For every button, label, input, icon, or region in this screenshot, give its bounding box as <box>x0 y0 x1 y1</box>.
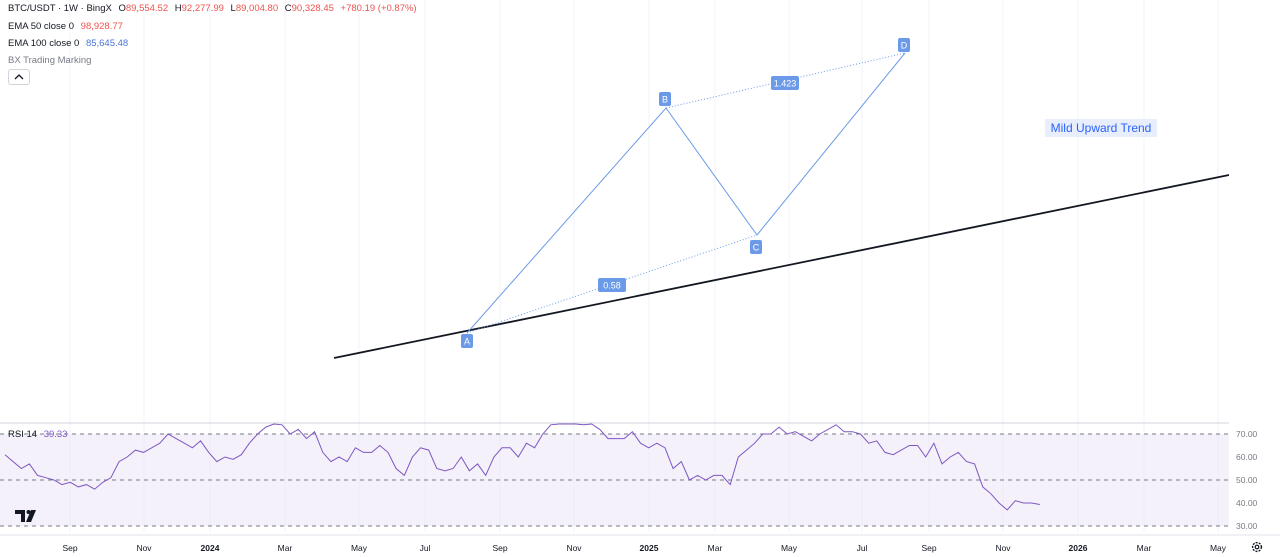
ema50-label: EMA 50 close 0 <box>8 21 75 32</box>
time-tick-label: Jul <box>420 543 431 553</box>
fibonacci-lines <box>466 52 906 334</box>
pivot-label: C <box>753 243 760 253</box>
indicator-label: BX Trading Marking <box>8 55 92 66</box>
pivot-marker <box>461 334 473 348</box>
ema100-value: 85,645.48 <box>85 38 129 49</box>
time-tick-label: 2026 <box>1069 543 1088 553</box>
ohlc-close: C90,328.45 <box>284 3 334 14</box>
gear-icon[interactable] <box>1250 540 1264 554</box>
price-axis: 124,288.9396,127.5790,328.4580,622.3172,… <box>1229 0 1280 557</box>
fib-badge <box>771 76 799 90</box>
chevron-up-icon <box>14 74 24 80</box>
symbol-label[interactable]: BTC/USDT · 1W · BingX <box>8 3 112 14</box>
rsi-legend[interactable]: RSI 14 39.33 <box>8 429 71 440</box>
pivot-label: D <box>901 41 908 51</box>
symbol-header: BTC/USDT · 1W · BingX O89,554.52 H92,277… <box>8 3 421 14</box>
ema50-value: 98,928.77 <box>80 21 123 32</box>
time-tick-label: May <box>351 543 368 553</box>
rsi-tick-label: 50.00 <box>1236 475 1258 485</box>
time-tick-label: Nov <box>136 543 152 553</box>
rsi-tick-label: 30.00 <box>1236 521 1258 531</box>
rsi-line <box>4 423 1040 511</box>
fib-extension-line <box>665 52 906 109</box>
fib-badge <box>598 278 626 292</box>
rsi-tick-label: 60.00 <box>1236 452 1258 462</box>
price-axis-bg <box>1229 0 1280 557</box>
trend-label: Mild Upward Trend <box>1051 121 1152 135</box>
time-tick-label: Nov <box>995 543 1011 553</box>
collapse-legend-button[interactable] <box>8 69 30 85</box>
fib-ratio-label: 1.423 <box>774 79 797 89</box>
price-change: +780.19 (+0.87%) <box>340 3 417 14</box>
pivot-label: B <box>662 95 668 105</box>
main-trendline <box>333 174 1230 359</box>
pivot-marker <box>659 92 671 106</box>
ema50-legend[interactable]: EMA 50 close 0 98,928.77 <box>8 21 127 32</box>
ohlc-open: O89,554.52 <box>118 3 169 14</box>
trend-lines <box>333 174 1230 359</box>
indicator-legend[interactable]: BX Trading Marking <box>8 55 95 66</box>
annotations: A B C D 1.423 0.58 Mild Upward Trend <box>461 38 1157 348</box>
rsi-tick-label: 70.00 <box>1236 429 1258 439</box>
rsi-pane <box>0 422 1280 527</box>
fib-ratio-label: 0.58 <box>603 281 621 291</box>
time-tick-label: Mar <box>708 543 723 553</box>
rsi-tick-label: 40.00 <box>1236 498 1258 508</box>
time-tick-label: Nov <box>566 543 582 553</box>
time-tick-label: Mar <box>278 543 293 553</box>
abcd-swing-path <box>466 52 906 334</box>
trend-label-bg <box>1045 119 1157 137</box>
time-tick-label: Sep <box>492 543 507 553</box>
rsi-value: 39.33 <box>43 429 68 440</box>
time-tick-label: Mar <box>1137 543 1152 553</box>
ema100-label: EMA 100 close 0 <box>8 38 80 49</box>
time-tick-label: Sep <box>921 543 936 553</box>
pivot-marker <box>898 38 910 52</box>
time-tick-label: 2024 <box>201 543 220 553</box>
pivot-marker <box>750 240 762 254</box>
rsi-label: RSI 14 <box>8 429 38 440</box>
pivot-label: A <box>464 337 470 347</box>
time-tick-label: May <box>1210 543 1227 553</box>
tradingview-logo-icon[interactable] <box>14 508 40 524</box>
ema100-legend[interactable]: EMA 100 close 0 85,645.48 <box>8 38 132 49</box>
time-tick-label: May <box>781 543 798 553</box>
time-tick-label: Sep <box>62 543 77 553</box>
ohlc-high: H92,277.99 <box>174 3 224 14</box>
time-axis: Sep Nov 2024 Mar May Jul Sep Nov 2025 Mar May Jul Se… <box>0 534 1280 553</box>
time-tick-label: 2025 <box>640 543 659 553</box>
time-tick-label: Jul <box>857 543 868 553</box>
ohlc-low: L89,004.80 <box>230 3 279 14</box>
